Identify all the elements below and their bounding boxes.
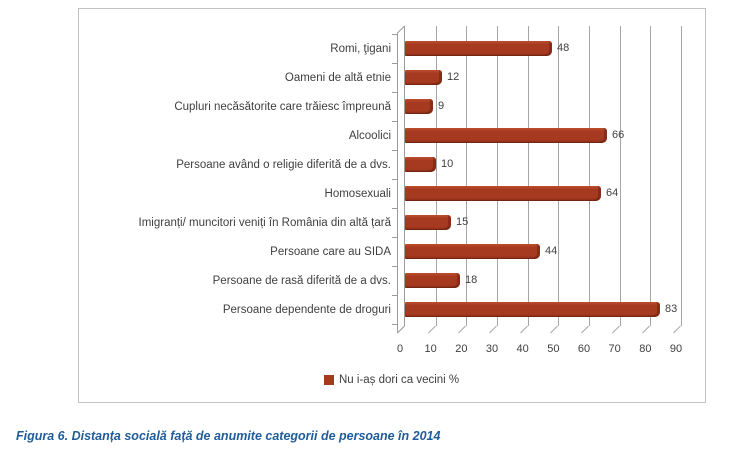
category-label: Persoane având o religie diferită de a d… xyxy=(176,158,391,171)
value-label: 66 xyxy=(612,128,625,141)
gridline-3d-foot xyxy=(489,325,497,334)
gridline-3d-foot xyxy=(581,325,589,334)
value-axis-tick-labels: 0 10 20 30 40 50 60 70 80 90 xyxy=(79,343,707,357)
gridline xyxy=(497,26,498,326)
category-label: Imigranți/ muncitori veniți în România d… xyxy=(138,216,391,229)
category-label: Persoane care au SIDA xyxy=(270,245,391,258)
value-label: 48 xyxy=(557,41,570,54)
category-label: Persoane de rasă diferită de a dvs. xyxy=(212,274,391,287)
category-axis-line xyxy=(397,33,398,333)
legend-swatch xyxy=(324,375,334,385)
xtick-label: 60 xyxy=(577,343,591,355)
xtick-label: 50 xyxy=(547,343,560,355)
gridline xyxy=(435,26,437,326)
value-label: 12 xyxy=(447,70,460,83)
gridline xyxy=(527,26,529,326)
xtick-label: 90 xyxy=(669,343,683,355)
gridline-3d-foot xyxy=(458,325,467,334)
category-label: Alcoolici xyxy=(348,129,391,142)
gridline-3d-foot xyxy=(397,325,405,334)
ytick-mark xyxy=(392,265,397,267)
bar xyxy=(405,214,451,230)
gridline-3d-foot xyxy=(611,325,620,334)
gridline-3d-foot xyxy=(427,325,436,334)
value-label: 44 xyxy=(545,244,558,257)
xtick-label: 20 xyxy=(455,343,468,355)
value-label: 9 xyxy=(438,99,445,112)
gridline xyxy=(681,26,682,326)
category-label: Oameni de altă etnie xyxy=(284,71,391,84)
bar xyxy=(405,40,552,56)
xtick-label: 40 xyxy=(516,343,529,355)
gridline xyxy=(558,26,560,326)
gridline-3d-foot xyxy=(642,325,651,334)
bar xyxy=(405,69,442,85)
xtick-label: 80 xyxy=(639,343,652,355)
legend-label: Nu i-aș dori ca vecini % xyxy=(339,374,460,386)
value-label: 83 xyxy=(665,302,678,315)
bar xyxy=(405,185,601,201)
value-label: 10 xyxy=(441,157,454,170)
gridline-3d-foot xyxy=(550,325,559,334)
gridline xyxy=(619,26,621,326)
xtick-label: 30 xyxy=(485,343,499,355)
bar xyxy=(405,156,436,172)
gridline xyxy=(589,26,590,326)
ytick-mark xyxy=(392,323,397,325)
value-label: 18 xyxy=(465,273,478,286)
ytick-mark xyxy=(392,120,397,122)
ytick-mark xyxy=(392,33,397,35)
gridline xyxy=(650,26,652,326)
value-label: 15 xyxy=(456,215,469,228)
ytick-mark xyxy=(392,178,397,180)
bar xyxy=(405,301,660,317)
xtick-label: 70 xyxy=(608,343,621,355)
bar xyxy=(405,98,433,114)
category-label: Homosexuali xyxy=(324,187,391,200)
figure-caption: Figura 6. Distanța socială față de anumi… xyxy=(16,429,441,443)
ytick-mark xyxy=(392,149,397,151)
value-label: 64 xyxy=(606,186,619,199)
ytick-mark xyxy=(392,91,397,93)
legend: Nu i-aș dori ca vecini % xyxy=(324,374,459,386)
bar xyxy=(405,272,460,288)
category-label: Persoane dependente de droguri xyxy=(222,303,391,316)
bar xyxy=(405,243,540,259)
ytick-mark xyxy=(392,207,397,209)
category-label: Cupluri necăsătorite care trăiesc împreu… xyxy=(174,100,391,113)
category-label: Romi, ţigani xyxy=(330,42,391,55)
plot-wall-line xyxy=(404,26,405,326)
ytick-mark xyxy=(392,294,397,296)
gridline xyxy=(466,26,468,326)
bar xyxy=(405,127,607,143)
category-axis-labels: Romi, ţigani Oameni de altă etnie Cupluri … xyxy=(79,34,391,324)
gridline-3d-foot xyxy=(673,325,681,334)
gridline-3d-foot xyxy=(519,325,528,334)
bar-chart-figure: Romi, ţigani Oameni de altă etnie Cupluri … xyxy=(78,8,706,403)
xtick-label: 0 xyxy=(396,343,404,355)
ytick-mark xyxy=(392,62,397,64)
plot-area: 48 12 9 66 10 64 15 44 18 83 xyxy=(397,26,687,334)
xtick-label: 10 xyxy=(424,343,437,355)
ytick-mark xyxy=(392,236,397,238)
